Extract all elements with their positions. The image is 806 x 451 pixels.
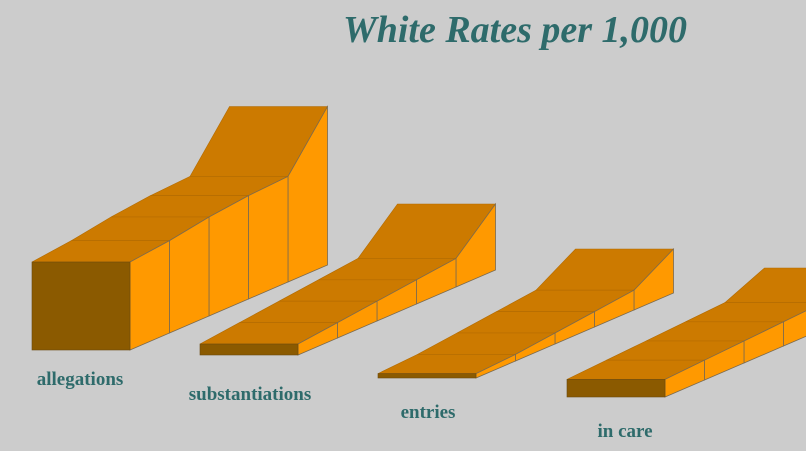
category-label: entries xyxy=(401,402,456,423)
category-label: in care xyxy=(597,421,652,442)
ribbon-front xyxy=(566,379,666,398)
ribbon-front xyxy=(31,261,131,351)
ribbon-front xyxy=(199,343,299,356)
category-label: substantiations xyxy=(189,384,312,405)
category-label: allegations xyxy=(37,369,124,390)
ribbon-side xyxy=(248,175,289,300)
ribbon-front xyxy=(377,373,477,379)
ribbon-side xyxy=(208,194,249,317)
chart-title: White Rates per 1,000 xyxy=(343,9,687,51)
